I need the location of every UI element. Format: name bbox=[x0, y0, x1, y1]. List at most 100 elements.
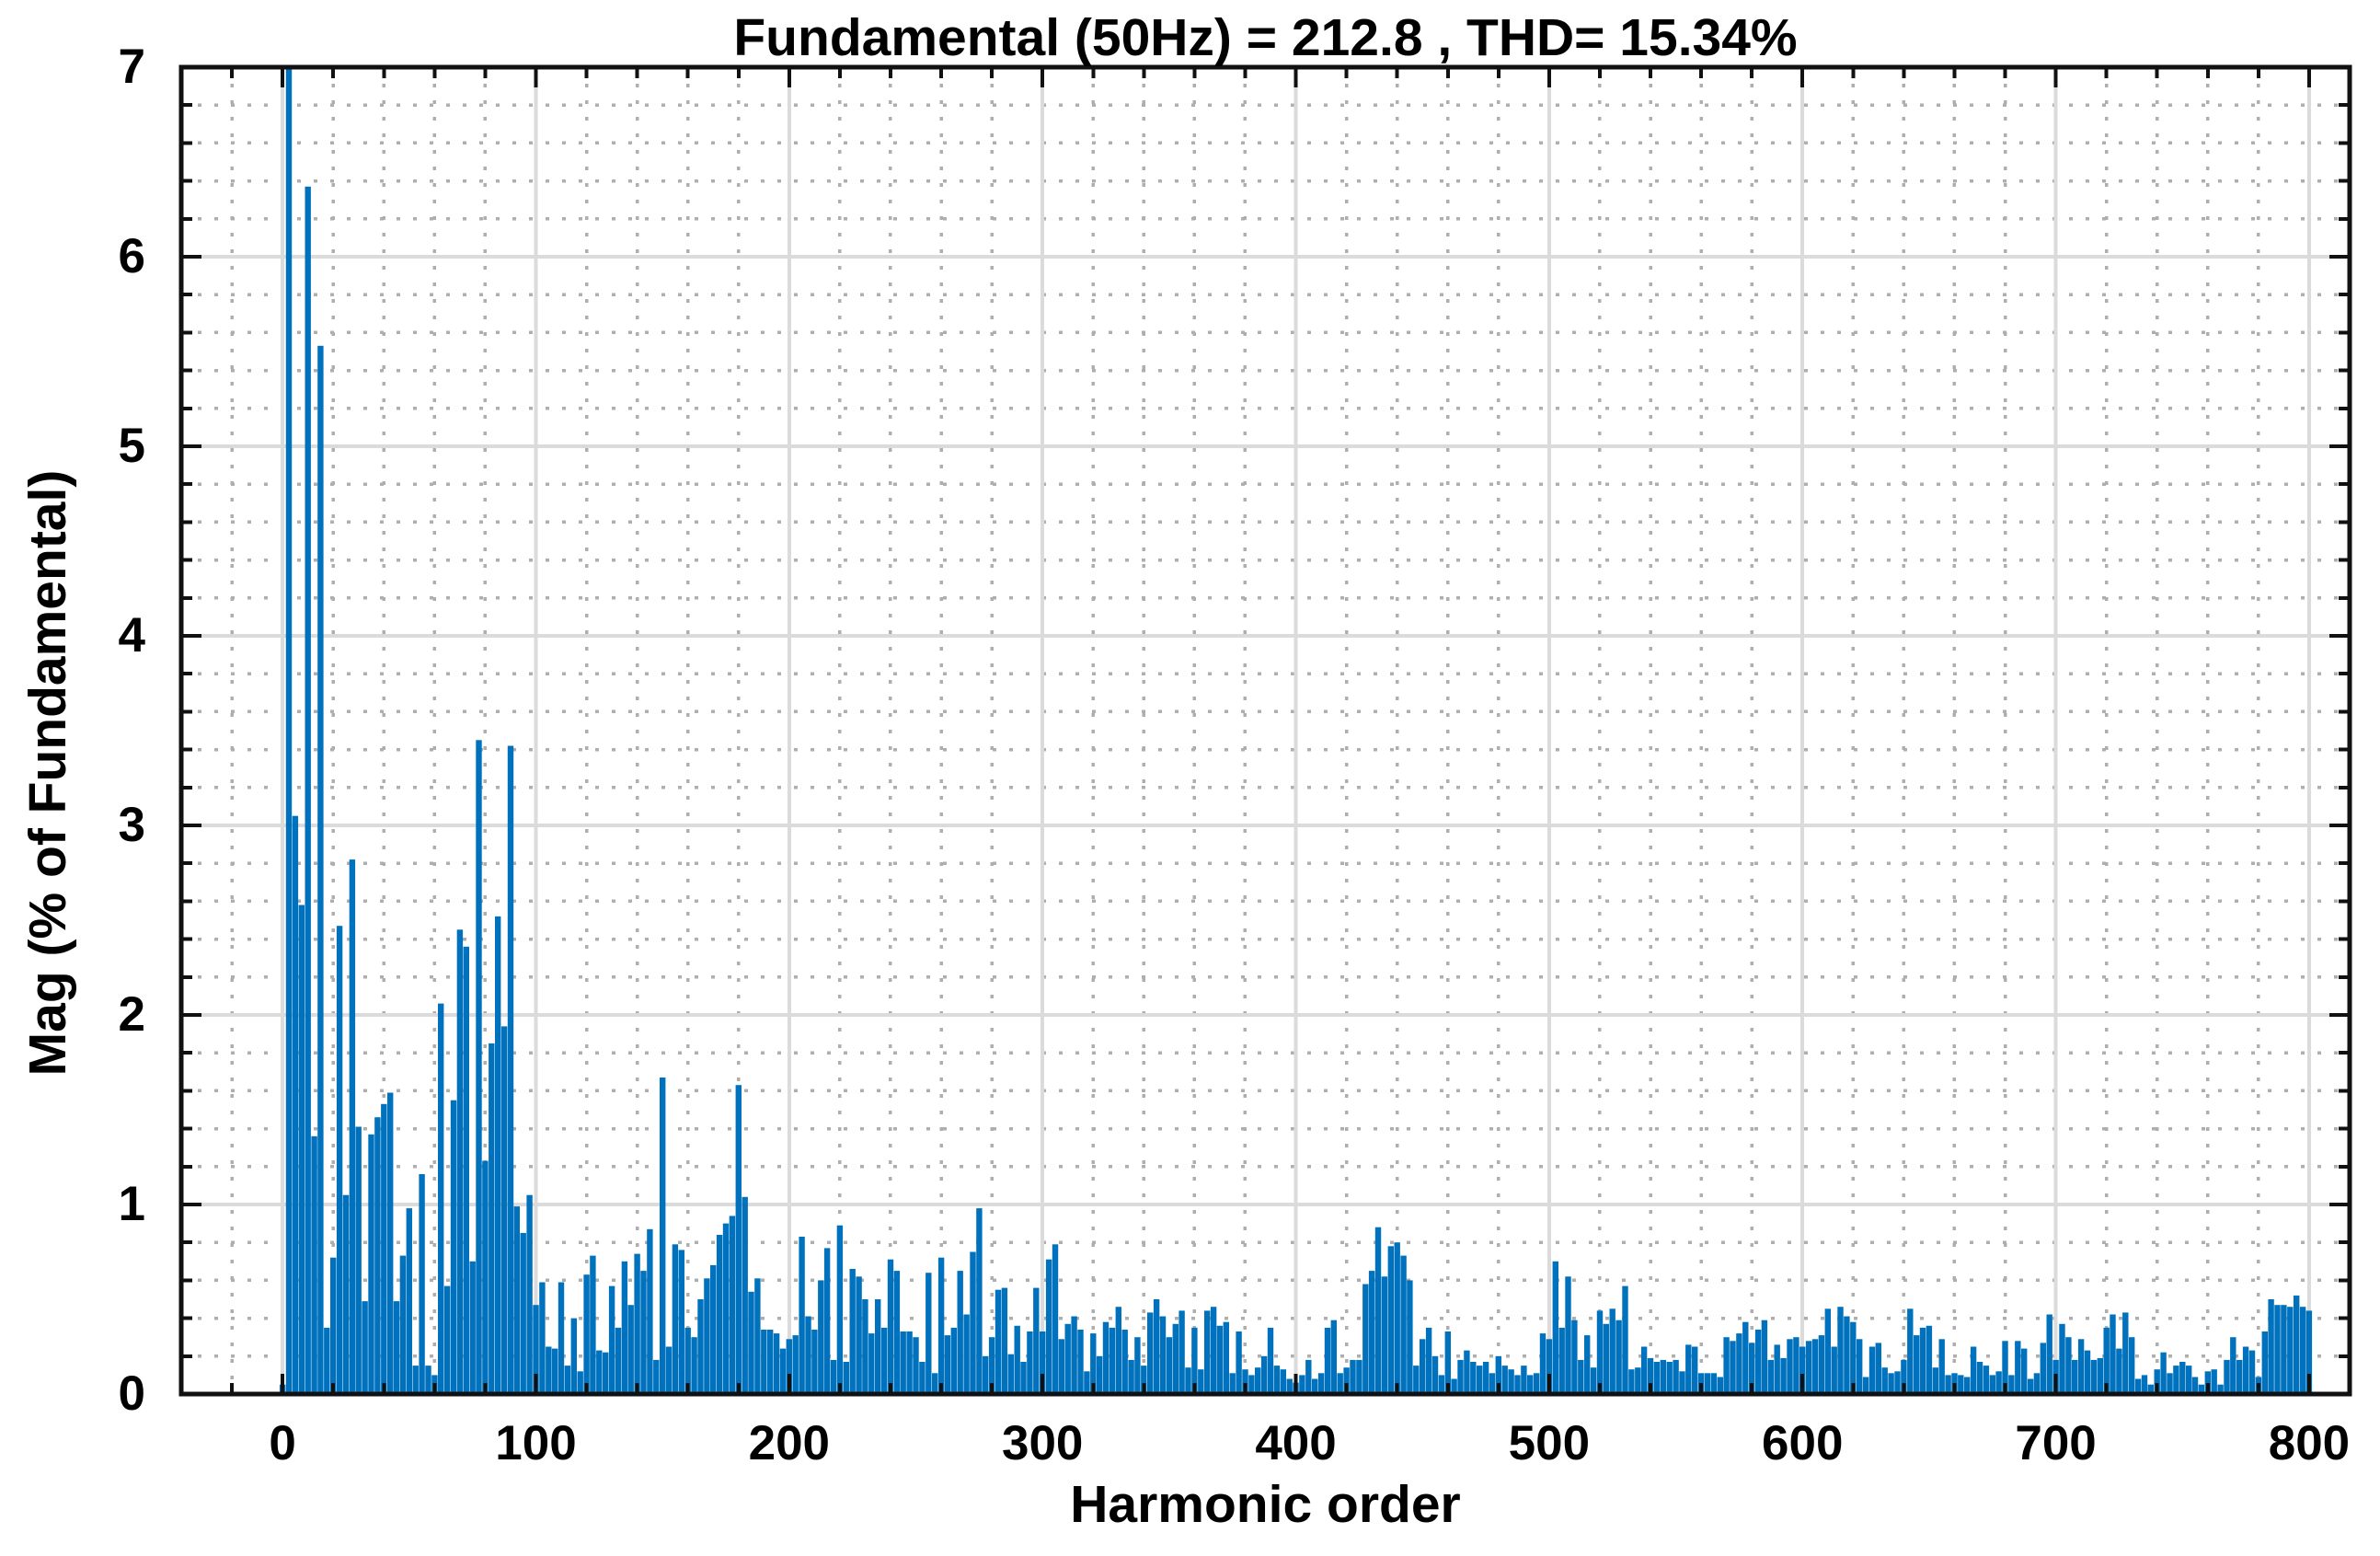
harmonic-bar bbox=[1527, 1375, 1534, 1394]
harmonic-bar bbox=[342, 1194, 350, 1394]
harmonic-bar bbox=[767, 1330, 774, 1394]
harmonic-bar bbox=[387, 1092, 394, 1394]
harmonic-bar bbox=[406, 1208, 412, 1394]
harmonic-bar bbox=[1115, 1307, 1121, 1394]
harmonic-bar bbox=[489, 1043, 495, 1394]
harmonic-bar bbox=[1938, 1339, 1945, 1394]
harmonic-bar bbox=[608, 1285, 615, 1394]
x-tick-label: 0 bbox=[269, 1416, 296, 1470]
harmonic-bar bbox=[1457, 1359, 1464, 1394]
harmonic-bar bbox=[558, 1282, 565, 1394]
harmonic-bar bbox=[2261, 1331, 2268, 1394]
harmonic-bar bbox=[292, 815, 299, 1394]
harmonic-bar bbox=[1362, 1284, 1369, 1394]
harmonic-bar bbox=[1090, 1333, 1097, 1394]
harmonic-bar bbox=[603, 1352, 609, 1394]
harmonic-bar bbox=[710, 1264, 717, 1394]
harmonic-bar bbox=[2167, 1373, 2173, 1394]
harmonic-bar bbox=[1723, 1337, 1730, 1394]
harmonic-bar bbox=[995, 1289, 1002, 1394]
harmonic-bar bbox=[748, 1291, 754, 1394]
harmonic-bar bbox=[1198, 1369, 1204, 1394]
y-tick-label: 0 bbox=[118, 1366, 145, 1421]
x-tick-label: 700 bbox=[2015, 1416, 2097, 1470]
y-tick-label: 7 bbox=[118, 40, 145, 94]
harmonic-bar bbox=[1919, 1327, 1926, 1394]
harmonic-bar bbox=[577, 1371, 583, 1394]
harmonic-bar bbox=[932, 1373, 938, 1394]
harmonic-bar bbox=[1096, 1355, 1103, 1394]
x-tick-label: 600 bbox=[1762, 1416, 1844, 1470]
harmonic-bar bbox=[1521, 1366, 1527, 1394]
harmonic-bar bbox=[621, 1261, 628, 1394]
harmonic-bar bbox=[735, 1085, 742, 1394]
x-tick-label: 500 bbox=[1508, 1416, 1591, 1470]
harmonic-bar bbox=[1679, 1371, 1685, 1394]
harmonic-bar bbox=[1431, 1355, 1439, 1394]
harmonic-bar bbox=[463, 946, 469, 1394]
harmonic-bar bbox=[634, 1253, 640, 1394]
harmonic-bar bbox=[1267, 1327, 1274, 1394]
harmonic-bar bbox=[1640, 1346, 1648, 1394]
harmonic-bar bbox=[1875, 1343, 1881, 1394]
harmonic-bar bbox=[2242, 1346, 2249, 1394]
harmonic-bar bbox=[1945, 1375, 1951, 1394]
harmonic-bar bbox=[495, 916, 501, 1394]
harmonic-bar bbox=[482, 1160, 489, 1394]
harmonic-bar bbox=[906, 1331, 913, 1394]
harmonic-bar bbox=[2065, 1337, 2072, 1394]
harmonic-bar bbox=[1818, 1335, 1825, 1394]
harmonic-bar bbox=[880, 1327, 888, 1394]
harmonic-bar bbox=[1134, 1337, 1141, 1394]
harmonic-bar bbox=[1438, 1375, 1445, 1394]
harmonic-bar bbox=[2236, 1359, 2243, 1394]
harmonic-bar bbox=[1926, 1325, 1933, 1394]
harmonic-bar bbox=[1147, 1312, 1154, 1394]
harmonic-bar bbox=[1407, 1280, 1413, 1394]
harmonic-bar bbox=[1894, 1371, 1901, 1394]
harmonic-bar bbox=[875, 1299, 881, 1394]
harmonic-bar bbox=[970, 1251, 976, 1394]
harmonic-bar bbox=[2281, 1305, 2287, 1394]
harmonic-bar bbox=[678, 1250, 684, 1394]
harmonic-bar bbox=[1102, 1321, 1110, 1394]
harmonic-bar bbox=[2084, 1350, 2091, 1394]
harmonic-bar bbox=[1881, 1367, 1888, 1394]
harmonic-bar bbox=[913, 1337, 919, 1394]
harmonic-bar bbox=[1482, 1362, 1489, 1394]
harmonic-bar bbox=[1622, 1285, 1628, 1394]
harmonic-bar bbox=[2160, 1352, 2167, 1394]
harmonic-bar bbox=[1767, 1359, 1774, 1394]
harmonic-bar bbox=[1299, 1375, 1305, 1394]
harmonic-bar bbox=[1058, 1339, 1064, 1394]
harmonic-bar bbox=[1704, 1373, 1711, 1394]
axis-box bbox=[178, 64, 2352, 1397]
harmonic-bar bbox=[1495, 1355, 1501, 1394]
y-tick-label: 3 bbox=[118, 798, 145, 852]
harmonic-bar bbox=[818, 1280, 824, 1394]
harmonic-bar bbox=[298, 905, 305, 1394]
harmonic-bar bbox=[2211, 1369, 2217, 1394]
harmonic-bar bbox=[856, 1276, 862, 1394]
harmonic-bar bbox=[1033, 1287, 1040, 1394]
harmonic-bar bbox=[1590, 1367, 1597, 1394]
harmonic-bar bbox=[2090, 1359, 2098, 1394]
harmonic-bar bbox=[779, 1348, 787, 1394]
harmonic-bar bbox=[900, 1331, 906, 1394]
harmonic-bar bbox=[2008, 1375, 2015, 1394]
harmonic-bar bbox=[1508, 1369, 1514, 1394]
harmonic-bar bbox=[1596, 1310, 1604, 1394]
harmonic-bar bbox=[665, 1346, 673, 1394]
harmonic-bar bbox=[640, 1271, 647, 1394]
harmonic-bar bbox=[311, 1135, 317, 1394]
harmonic-bar bbox=[697, 1299, 704, 1394]
harmonic-bar bbox=[1477, 1366, 1483, 1394]
harmonic-bar bbox=[843, 1362, 849, 1394]
harmonic-bar bbox=[2217, 1384, 2224, 1394]
harmonic-bar bbox=[1159, 1316, 1167, 1394]
harmonic-bar bbox=[1761, 1320, 1768, 1394]
harmonic-bar bbox=[1425, 1327, 1432, 1394]
harmonic-bar bbox=[1317, 1373, 1325, 1394]
harmonic-bar bbox=[1343, 1367, 1350, 1394]
harmonic-bar bbox=[546, 1346, 552, 1394]
